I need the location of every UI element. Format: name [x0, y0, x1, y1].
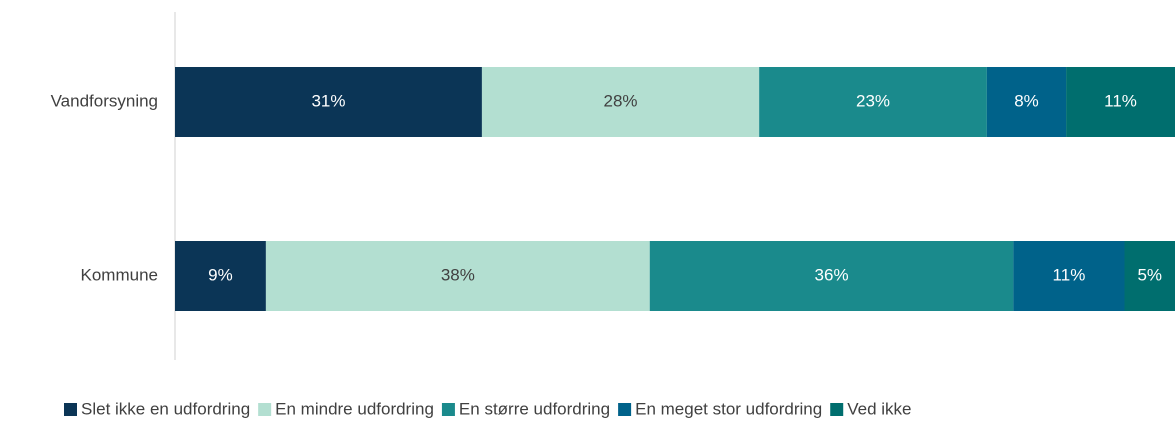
bar-segment [265, 241, 650, 311]
bar-segment [481, 67, 760, 137]
bar-segment [759, 67, 987, 137]
data-label: 36% [815, 265, 849, 284]
data-label: 9% [208, 265, 233, 284]
bar-segment [649, 241, 1014, 311]
legend-swatch [258, 403, 272, 416]
category-label: Vandforsyning [51, 91, 158, 110]
data-label: 31% [311, 91, 345, 110]
legend-label: Ved ikke [847, 399, 911, 418]
legend-label: En større udfordring [459, 399, 610, 418]
bar-segment [175, 67, 482, 137]
legend-label: En mindre udfordring [275, 399, 434, 418]
data-label: 23% [856, 91, 890, 110]
data-label: 8% [1014, 91, 1039, 110]
data-label: 28% [604, 91, 638, 110]
data-label: 11% [1053, 265, 1086, 284]
data-label: 11% [1104, 91, 1137, 110]
bar-segment [1066, 67, 1175, 137]
legend-swatch [618, 403, 632, 416]
legend-swatch [830, 403, 844, 416]
legend-swatch [441, 403, 455, 416]
legend-label: En meget stor udfordring [635, 399, 822, 418]
bar-segment [175, 241, 266, 311]
legend-swatch [64, 403, 77, 416]
bar-segment [1013, 241, 1125, 311]
category-label: Kommune [81, 265, 158, 284]
data-label: 5% [1137, 265, 1162, 284]
data-label: 38% [441, 265, 475, 284]
bar-segment [986, 67, 1067, 137]
legend-label: Slet ikke en udfordring [81, 399, 250, 418]
bar-segment [1124, 241, 1175, 311]
